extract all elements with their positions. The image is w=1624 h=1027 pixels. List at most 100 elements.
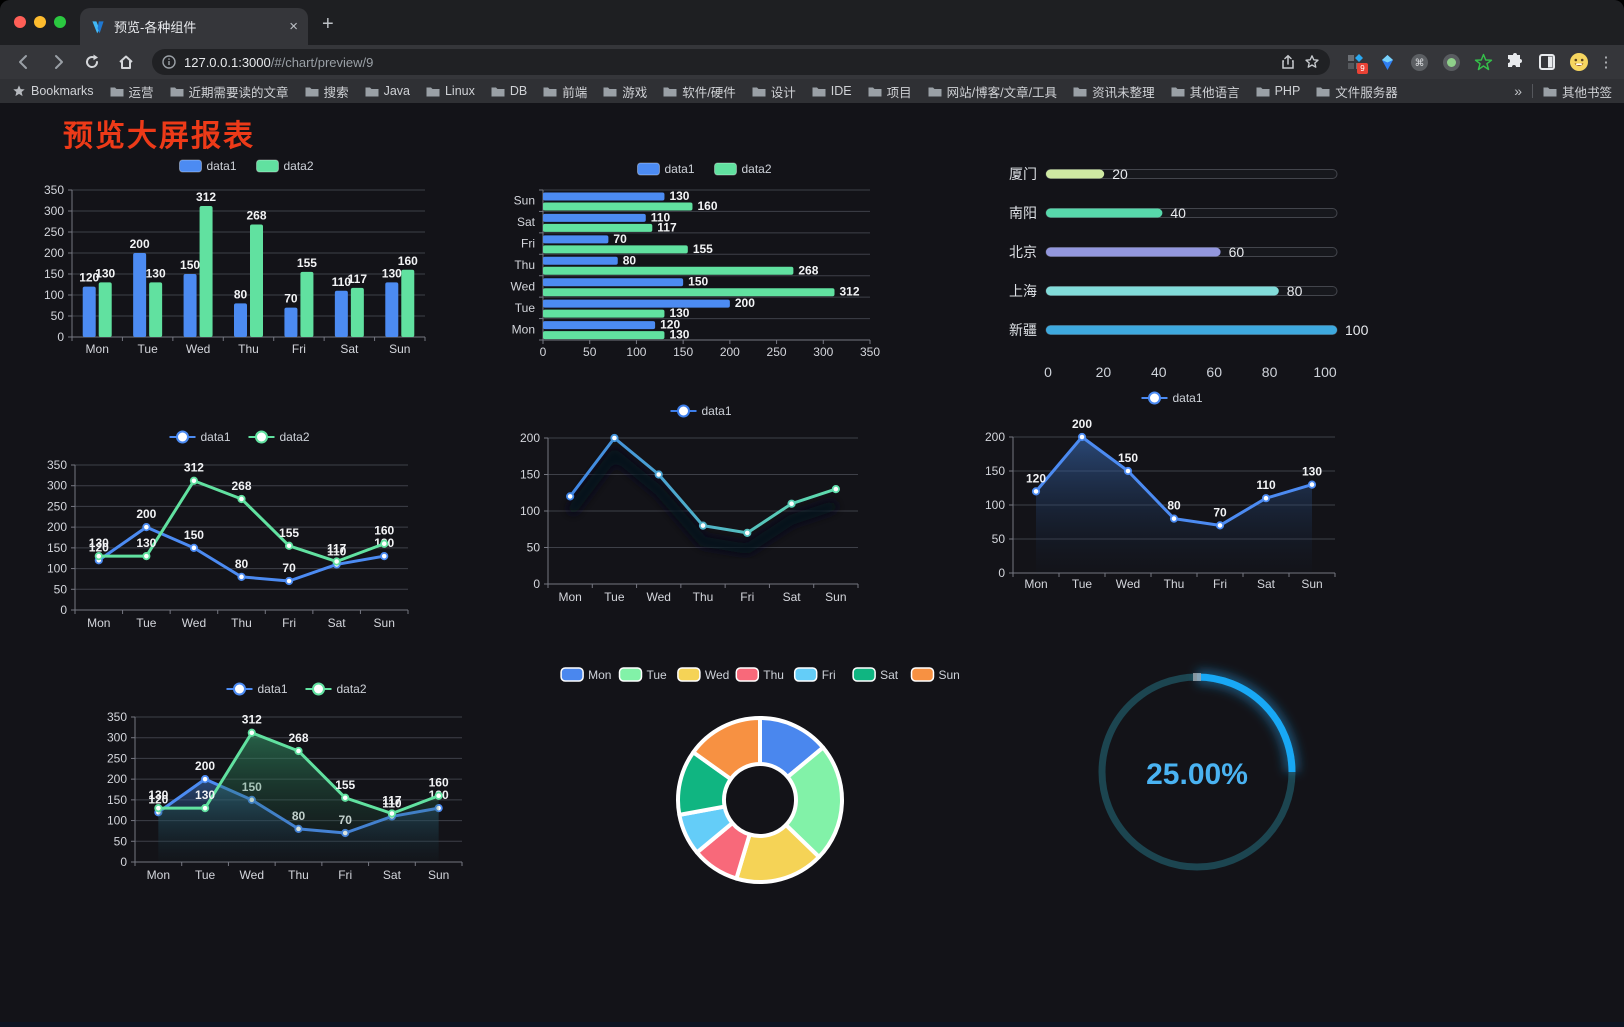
- bar-data1-Fri[interactable]: [284, 307, 298, 337]
- bar-data2-Sun[interactable]: [543, 202, 693, 211]
- point-data1-Thu[interactable]: [1169, 514, 1179, 523]
- bookmark-folder[interactable]: 设计: [752, 82, 796, 101]
- bar-data2-Sat[interactable]: [350, 287, 364, 337]
- point-data1-Wed[interactable]: [189, 543, 199, 552]
- home-button[interactable]: [112, 48, 140, 76]
- point-data1-Fri[interactable]: [743, 528, 752, 537]
- point-data1-Wed[interactable]: [654, 470, 663, 479]
- bar-data1-Mon[interactable]: [82, 286, 96, 337]
- point-data1-Mon[interactable]: [1031, 487, 1041, 496]
- point-data1-Thu[interactable]: [237, 572, 246, 581]
- bar-data1-Sun[interactable]: [385, 282, 399, 337]
- forward-button[interactable]: [44, 48, 72, 76]
- bookmark-folder[interactable]: 搜索: [305, 82, 349, 101]
- bar-data2-Wed[interactable]: [543, 288, 835, 297]
- bar-data2-Fri[interactable]: [300, 271, 314, 337]
- pie-slice-Tue[interactable]: [783, 745, 844, 859]
- browser-menu-button[interactable]: ⋮: [1598, 54, 1614, 71]
- bar-data2-Wed[interactable]: [199, 205, 213, 337]
- point-data1-Mon[interactable]: [566, 492, 575, 501]
- point-data1-Sun[interactable]: [831, 485, 840, 494]
- point-data1-Tue[interactable]: [610, 433, 619, 443]
- bar-data2-Sat[interactable]: [543, 223, 653, 232]
- bookmark-folder[interactable]: 资讯未整理: [1073, 82, 1155, 101]
- point-data2-Sun[interactable]: [434, 791, 443, 800]
- zoom-window-button[interactable]: [54, 16, 66, 28]
- chart-legend[interactable]: data1 data2: [179, 159, 314, 173]
- point-data1-Tue[interactable]: [1077, 432, 1087, 442]
- bar-data2-Mon[interactable]: [543, 331, 665, 340]
- bookmark-folder[interactable]: 近期需要读的文章: [170, 82, 289, 101]
- extension-command-icon[interactable]: ⌘: [1406, 49, 1432, 75]
- bar-data2-Thu[interactable]: [250, 224, 263, 337]
- bookmark-folder[interactable]: 文件服务器: [1316, 82, 1398, 101]
- point-data1-Tue[interactable]: [142, 523, 151, 532]
- bar-data1-Mon[interactable]: [543, 321, 656, 330]
- point-data2-Wed[interactable]: [247, 728, 256, 737]
- bookmark-folder[interactable]: 前端: [543, 82, 587, 101]
- bar-data1-Thu[interactable]: [543, 256, 618, 265]
- bar-data1-Wed[interactable]: [543, 278, 684, 287]
- bar-data2-Mon[interactable]: [98, 282, 112, 337]
- extension-sidepanel-icon[interactable]: [1534, 49, 1560, 75]
- point-data1-Fri[interactable]: [1215, 521, 1225, 530]
- chart-legend[interactable]: data1 data2: [169, 430, 310, 444]
- point-data2-Sat[interactable]: [387, 809, 397, 818]
- bar-data2-Tue[interactable]: [543, 309, 665, 318]
- share-icon[interactable]: [1280, 54, 1296, 70]
- close-window-button[interactable]: [14, 16, 26, 28]
- browser-tab[interactable]: 预览-各种组件 ×: [80, 8, 308, 45]
- site-info-icon[interactable]: [162, 55, 176, 69]
- bookmarks-overflow-button[interactable]: »: [1514, 83, 1522, 99]
- point-data2-Sat[interactable]: [332, 557, 341, 566]
- back-button[interactable]: [10, 48, 38, 76]
- chart-legend[interactable]: data1: [1141, 391, 1203, 405]
- point-data1-Thu[interactable]: [698, 521, 708, 530]
- bar-data2-Thu[interactable]: [543, 266, 794, 275]
- chart-legend[interactable]: Mon Tue Wed Thu Fri Sat Sun: [560, 667, 960, 682]
- point-data2-Mon[interactable]: [154, 804, 163, 813]
- point-data2-Mon[interactable]: [94, 552, 103, 561]
- point-data2-Fri[interactable]: [341, 793, 350, 802]
- bar-data1-Sun[interactable]: [543, 192, 665, 201]
- bar-data1-Thu[interactable]: [234, 303, 247, 337]
- chart-legend[interactable]: data1 data2: [637, 162, 772, 176]
- bookmark-folder[interactable]: Linux: [426, 82, 475, 101]
- bar-data1-Fri[interactable]: [543, 235, 609, 244]
- extensions-puzzle-button[interactable]: [1502, 49, 1528, 75]
- point-data1-Tue[interactable]: [200, 775, 210, 784]
- point-data2-Sun[interactable]: [380, 539, 389, 548]
- minimize-window-button[interactable]: [34, 16, 46, 28]
- bar-data1-Sat[interactable]: [543, 213, 646, 222]
- point-data1-Fri[interactable]: [284, 576, 294, 586]
- bookmark-folder[interactable]: 网站/博客/文章/工具: [928, 82, 1057, 101]
- point-data2-Fri[interactable]: [284, 541, 294, 550]
- point-data2-Wed[interactable]: [189, 476, 199, 485]
- bookmark-folder[interactable]: 游戏: [603, 82, 647, 101]
- bookmark-folder[interactable]: IDE: [812, 82, 852, 101]
- bookmark-folder[interactable]: 软件/硬件: [663, 82, 736, 101]
- other-bookmarks-item[interactable]: 其他书签: [1543, 82, 1612, 101]
- tab-close-icon[interactable]: ×: [289, 18, 298, 35]
- bookmarks-manager-item[interactable]: Bookmarks: [12, 84, 94, 98]
- bar-data1-Wed[interactable]: [183, 274, 197, 337]
- url-bar[interactable]: 127.0.0.1:3000/#/chart/preview/9: [152, 49, 1330, 75]
- new-tab-button[interactable]: +: [322, 13, 334, 35]
- bar-data1-Tue[interactable]: [543, 299, 730, 308]
- extension-blocks-icon[interactable]: 9: [1342, 49, 1368, 75]
- point-data2-Thu[interactable]: [237, 494, 246, 504]
- extension-star-icon[interactable]: [1470, 49, 1496, 75]
- extension-kite-icon[interactable]: [1374, 49, 1400, 75]
- pie-slice-Sun[interactable]: [691, 716, 762, 782]
- bookmark-folder[interactable]: 项目: [868, 82, 912, 101]
- point-data1-Sat[interactable]: [787, 499, 796, 508]
- point-data1-Sun[interactable]: [1307, 480, 1317, 489]
- chart-legend[interactable]: data1: [670, 404, 732, 418]
- point-data2-Tue[interactable]: [142, 552, 151, 561]
- bookmark-folder[interactable]: Java: [365, 82, 410, 101]
- profile-avatar[interactable]: [1566, 49, 1592, 75]
- bookmark-folder[interactable]: 其他语言: [1171, 82, 1240, 101]
- bar-data2-Tue[interactable]: [149, 282, 163, 337]
- bar-data2-Fri[interactable]: [543, 245, 688, 254]
- extension-record-icon[interactable]: [1438, 49, 1464, 75]
